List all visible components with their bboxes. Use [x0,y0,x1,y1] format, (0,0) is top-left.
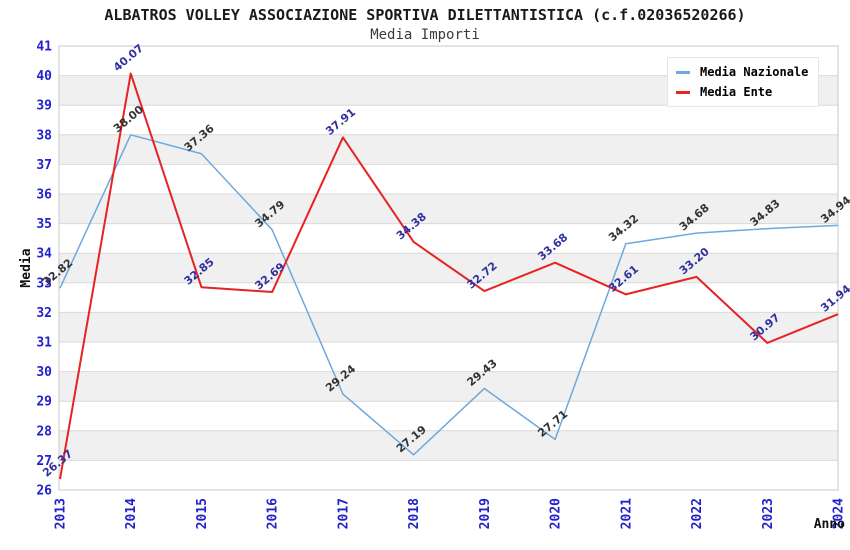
series-line-media-nazionale [59,134,839,456]
legend-label-media-nazionale: Media Nazionale [700,65,809,79]
y-tick-label: 27 [36,454,52,469]
plot-border [58,45,839,491]
legend-item-media-nazionale: Media Nazionale [676,62,808,82]
plot-band [59,134,838,165]
chart-title: ALBATROS VOLLEY ASSOCIAZIONE SPORTIVA DI… [104,6,746,24]
x-tick-label: 2021 [619,498,634,529]
data-label: 31.94 [818,282,850,315]
y-tick-label: 31 [36,336,52,351]
y-tick-label: 26 [36,484,52,499]
x-tick-label: 2015 [195,498,210,529]
series-line-media-ente [59,72,839,480]
x-tick-label: 2020 [549,498,564,529]
legend-label-media-ente: Media Ente [700,85,773,99]
y-tick-label: 28 [36,424,52,439]
plot-band [59,253,838,283]
x-tick-label: 2024 [832,498,847,529]
y-tick-label: 36 [36,188,52,203]
y-tick-label: 29 [36,395,52,410]
x-tick-label: 2013 [54,498,69,529]
plot-band [59,430,838,461]
data-label: 37.91 [323,106,358,138]
y-tick-label: 35 [36,217,52,232]
plot-band [59,371,838,402]
x-tick-label: 2016 [266,498,281,529]
data-label: 38.00 [111,103,146,136]
data-label: 40.07 [111,42,146,74]
line-swatch-icon [676,90,690,94]
legend-item-media-ente: Media Ente [676,82,808,102]
legend: Media Nazionale Media Ente [667,57,820,107]
plot-band [59,312,838,342]
x-axis-title: Anno [814,517,845,532]
x-tick-label: 2023 [761,498,776,529]
x-tick-label: 2017 [336,498,351,529]
y-tick-label: 38 [36,128,52,143]
x-tick-label: 2018 [407,498,422,529]
y-tick-label: 40 [36,69,52,84]
y-tick-label: 39 [36,99,52,114]
y-tick-label: 34 [36,247,52,262]
y-tick-label: 30 [36,365,52,380]
x-tick-label: 2014 [124,498,139,529]
plot-generated-content: 26 27 28 29 30 31 32 33 34 35 36 37 38 39 40 41 2013 2014… [36,40,850,530]
x-tick-label: 2022 [690,498,705,529]
plot-band [59,194,838,224]
y-tick-label: 32 [36,306,52,321]
x-tick-label: 2019 [478,498,493,529]
y-axis-title: Media [19,248,34,287]
y-tick-label: 33 [36,276,52,291]
chart-subtitle: Media Importi [370,27,480,43]
y-tick-label: 37 [36,158,52,173]
line-swatch-icon [676,70,690,74]
y-tick-label: 41 [36,40,52,55]
